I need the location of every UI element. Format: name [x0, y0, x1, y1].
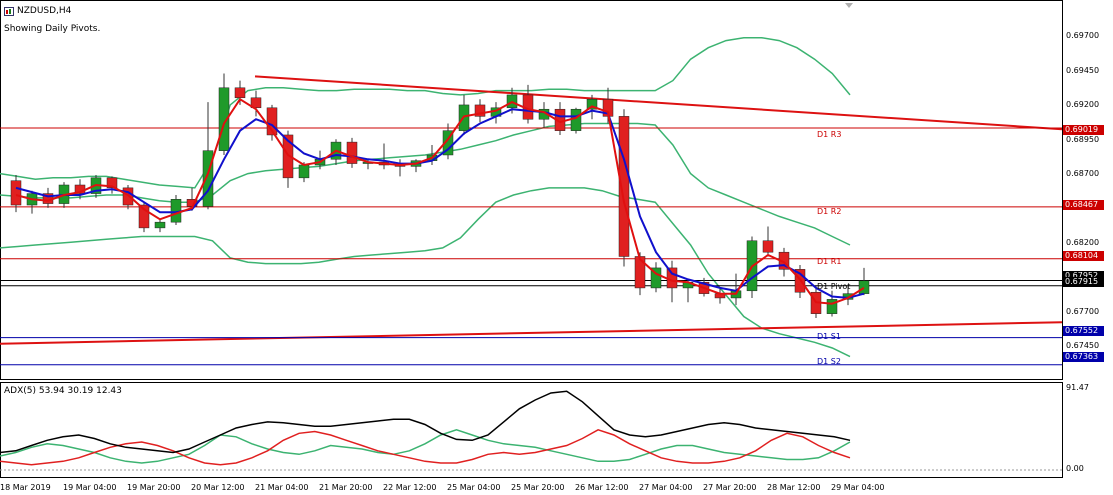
price-tag-r3: 0.69019: [1063, 125, 1104, 135]
candle-body: [666, 267, 678, 289]
symbol-label: NZDUSD,H4: [17, 6, 72, 16]
pivot-label-r1: D1 R1: [817, 257, 842, 266]
trendline-upper: [254, 75, 1063, 131]
band-lower-line: [0, 187, 851, 358]
candle-body: [346, 141, 358, 164]
price-axis-label: 0.68950: [1066, 135, 1100, 144]
adx-minus-di-line: [0, 428, 851, 466]
price-axis-label: 0.68200: [1066, 238, 1100, 247]
band-upper-line: [0, 36, 851, 189]
candle-body: [618, 116, 630, 257]
time-axis-label: 25 Mar 04:00: [447, 483, 501, 492]
price-axis-label: 0.69450: [1066, 66, 1100, 75]
time-axis-label: 22 Mar 12:00: [383, 483, 437, 492]
pivot-label-s2: D1 S2: [817, 357, 841, 366]
price-tag-r1: 0.68104: [1063, 251, 1104, 261]
candle-body: [10, 180, 22, 206]
candle-body: [586, 98, 598, 110]
time-axis-label: 18 Mar 2019: [0, 483, 51, 492]
price-axis-label: 0.68700: [1066, 169, 1100, 178]
time-axis-label: 27 Mar 20:00: [703, 483, 757, 492]
shift-marker-icon[interactable]: [845, 3, 853, 8]
time-axis-label: 21 Mar 04:00: [255, 483, 309, 492]
candle-body: [474, 104, 486, 117]
adx-axis-min: 0.00: [1066, 464, 1084, 473]
band-middle-line: [0, 122, 851, 246]
main-plot-frame: [0, 0, 1063, 380]
time-axis-label: 28 Mar 12:00: [767, 483, 821, 492]
candle-body: [250, 97, 262, 109]
candle-body: [202, 150, 214, 207]
time-axis-label: 21 Mar 20:00: [319, 483, 373, 492]
time-axis-label: 19 Mar 04:00: [63, 483, 117, 492]
adx-main-line: [0, 390, 851, 454]
time-axis-label: 19 Mar 20:00: [127, 483, 181, 492]
adx-axis-max: 91.47: [1066, 383, 1089, 392]
candle-body: [106, 177, 118, 189]
adx-plot-frame: [0, 382, 1063, 478]
trendline-lower: [0, 321, 1063, 345]
pivot-label-s1: D1 S1: [817, 332, 841, 341]
candle-body: [234, 87, 246, 99]
time-axis-label: 29 Mar 04:00: [831, 483, 885, 492]
adx-plus-di-line: [0, 429, 851, 464]
candle-body: [298, 164, 310, 179]
candle-body: [122, 187, 134, 206]
candle-body: [650, 267, 662, 289]
price-axis-label: 0.67450: [1066, 341, 1100, 350]
candle-body: [762, 240, 774, 253]
chart-window-icon: [4, 7, 14, 16]
ma-fast-line: [15, 97, 865, 305]
candle-body: [442, 130, 454, 156]
pivot-subtitle: Showing Daily Pivots.: [4, 24, 101, 34]
candle-body: [826, 299, 838, 314]
candle-body: [570, 108, 582, 131]
time-axis-label: 26 Mar 12:00: [575, 483, 629, 492]
price-tag-s1: 0.67552: [1063, 326, 1104, 336]
pivot-label-r2: D1 R2: [817, 207, 842, 216]
candle-body: [282, 134, 294, 179]
candle-body: [858, 280, 870, 294]
ma-slow-line: [15, 108, 865, 299]
price-axis-label: 0.67700: [1066, 307, 1100, 316]
price-axis-label: 0.69200: [1066, 100, 1100, 109]
time-axis-label: 25 Mar 20:00: [511, 483, 565, 492]
price-tag-s2: 0.67363: [1063, 352, 1104, 362]
price-tag-pivot: 0.67915: [1063, 277, 1104, 287]
time-axis-label: 27 Mar 04:00: [639, 483, 693, 492]
pivot-label-r3: D1 R3: [817, 130, 842, 139]
adx-indicator-label: ADX(5) 53.94 30.19 12.43: [4, 386, 122, 396]
price-tag-bid: 0.67952: [1063, 271, 1104, 281]
candle-body: [154, 221, 166, 229]
price-axis-label: 0.69700: [1066, 31, 1100, 40]
candle-body: [218, 87, 230, 151]
candle-body: [266, 107, 278, 136]
price-tag-r2: 0.68467: [1063, 200, 1104, 210]
candle-body: [138, 204, 150, 229]
pivot-label-pivot: D1 Pivot: [817, 282, 851, 291]
time-axis-label: 20 Mar 12:00: [191, 483, 245, 492]
